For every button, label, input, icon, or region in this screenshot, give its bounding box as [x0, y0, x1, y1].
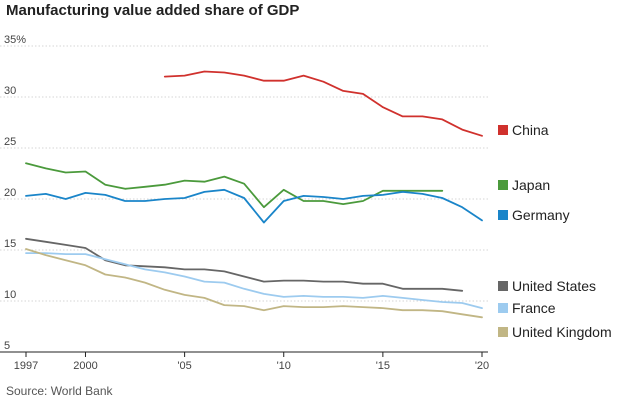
x-tick-label: 2000: [73, 360, 97, 372]
series-line-france: [25, 252, 483, 309]
x-tick-label: '10: [277, 360, 291, 372]
series-line-china: [163, 70, 483, 137]
legend-swatch-united-kingdom: [498, 327, 508, 337]
x-tick-label: '15: [376, 360, 390, 372]
y-tick-label: 35%: [4, 34, 26, 46]
legend-swatch-france: [498, 303, 508, 313]
x-tick-label: '05: [177, 360, 191, 372]
series-line-united-states: [25, 237, 464, 292]
y-tick-label: 15: [4, 238, 16, 250]
series-line-united-kingdom: [25, 248, 483, 319]
legend-label-china: China: [512, 122, 549, 138]
chart-source: Source: World Bank: [6, 384, 113, 398]
legend-label-germany: Germany: [512, 207, 570, 223]
legend-swatch-japan: [498, 180, 508, 190]
legend-label-united-states: United States: [512, 278, 596, 294]
axis-tick-labels: 5 10 15 20 25 30 35% 1997 2000 '05 '10 '15 '20: [4, 34, 489, 372]
legend-label-japan: Japan: [512, 177, 550, 193]
legend-label-united-kingdom: United Kingdom: [512, 324, 612, 340]
series-lines: [25, 70, 483, 319]
y-tick-label: 20: [4, 187, 16, 199]
y-tick-label: 25: [4, 136, 16, 148]
chart-title: Manufacturing value added share of GDP: [6, 2, 300, 19]
y-tick-label: 30: [4, 85, 16, 97]
y-tick-label: 5: [4, 340, 10, 352]
x-tick-label: 1997: [14, 360, 38, 372]
y-tick-label: 10: [4, 289, 16, 301]
series-line-germany: [25, 188, 483, 224]
legend-swatch-united-states: [498, 281, 508, 291]
series-line-japan: [25, 162, 444, 209]
legend-swatch-germany: [498, 210, 508, 220]
grid-lines: [0, 45, 488, 353]
legend: China Japan Germany United States France Unit…: [498, 122, 612, 340]
legend-label-france: France: [512, 300, 556, 316]
x-tick-label: '20: [475, 360, 489, 372]
legend-swatch-china: [498, 125, 508, 135]
